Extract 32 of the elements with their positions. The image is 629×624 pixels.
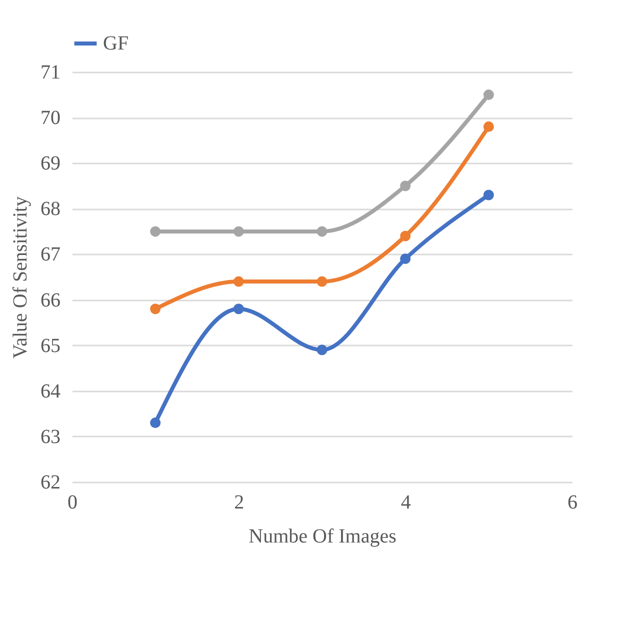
y-tick-label: 69 <box>40 152 60 175</box>
point <box>483 121 494 132</box>
x-tick-label: 0 <box>68 492 78 514</box>
point <box>400 180 411 192</box>
x-tick-label: 4 <box>400 492 411 514</box>
point <box>316 344 328 356</box>
point <box>150 304 161 314</box>
x-tick-label: 2 <box>234 492 244 514</box>
x-tick-label: 6 <box>568 492 578 514</box>
y-tick-label: 62 <box>40 472 60 494</box>
x-axis-title: Numbe Of Images <box>248 526 397 548</box>
point <box>483 90 494 100</box>
point <box>150 418 161 428</box>
y-tick-label: 65 <box>40 334 60 357</box>
y-axis-title: Value Of Sensitivity <box>10 196 32 359</box>
legend-label: GF <box>103 32 129 54</box>
point <box>316 226 328 237</box>
point <box>150 226 161 237</box>
y-tick-label: 71 <box>40 62 60 84</box>
y-tick-label: 70 <box>40 107 60 130</box>
point <box>233 276 244 287</box>
point <box>233 226 244 237</box>
point <box>233 304 244 314</box>
point <box>400 254 411 264</box>
point <box>316 276 328 287</box>
y-tick-label: 67 <box>40 244 60 266</box>
y-tick-label: 63 <box>40 426 60 448</box>
point <box>483 190 494 200</box>
y-tick-label: 68 <box>40 198 60 220</box>
y-tick-label: 64 <box>40 380 60 402</box>
point <box>400 230 411 242</box>
y-tick-label: 66 <box>40 289 60 312</box>
